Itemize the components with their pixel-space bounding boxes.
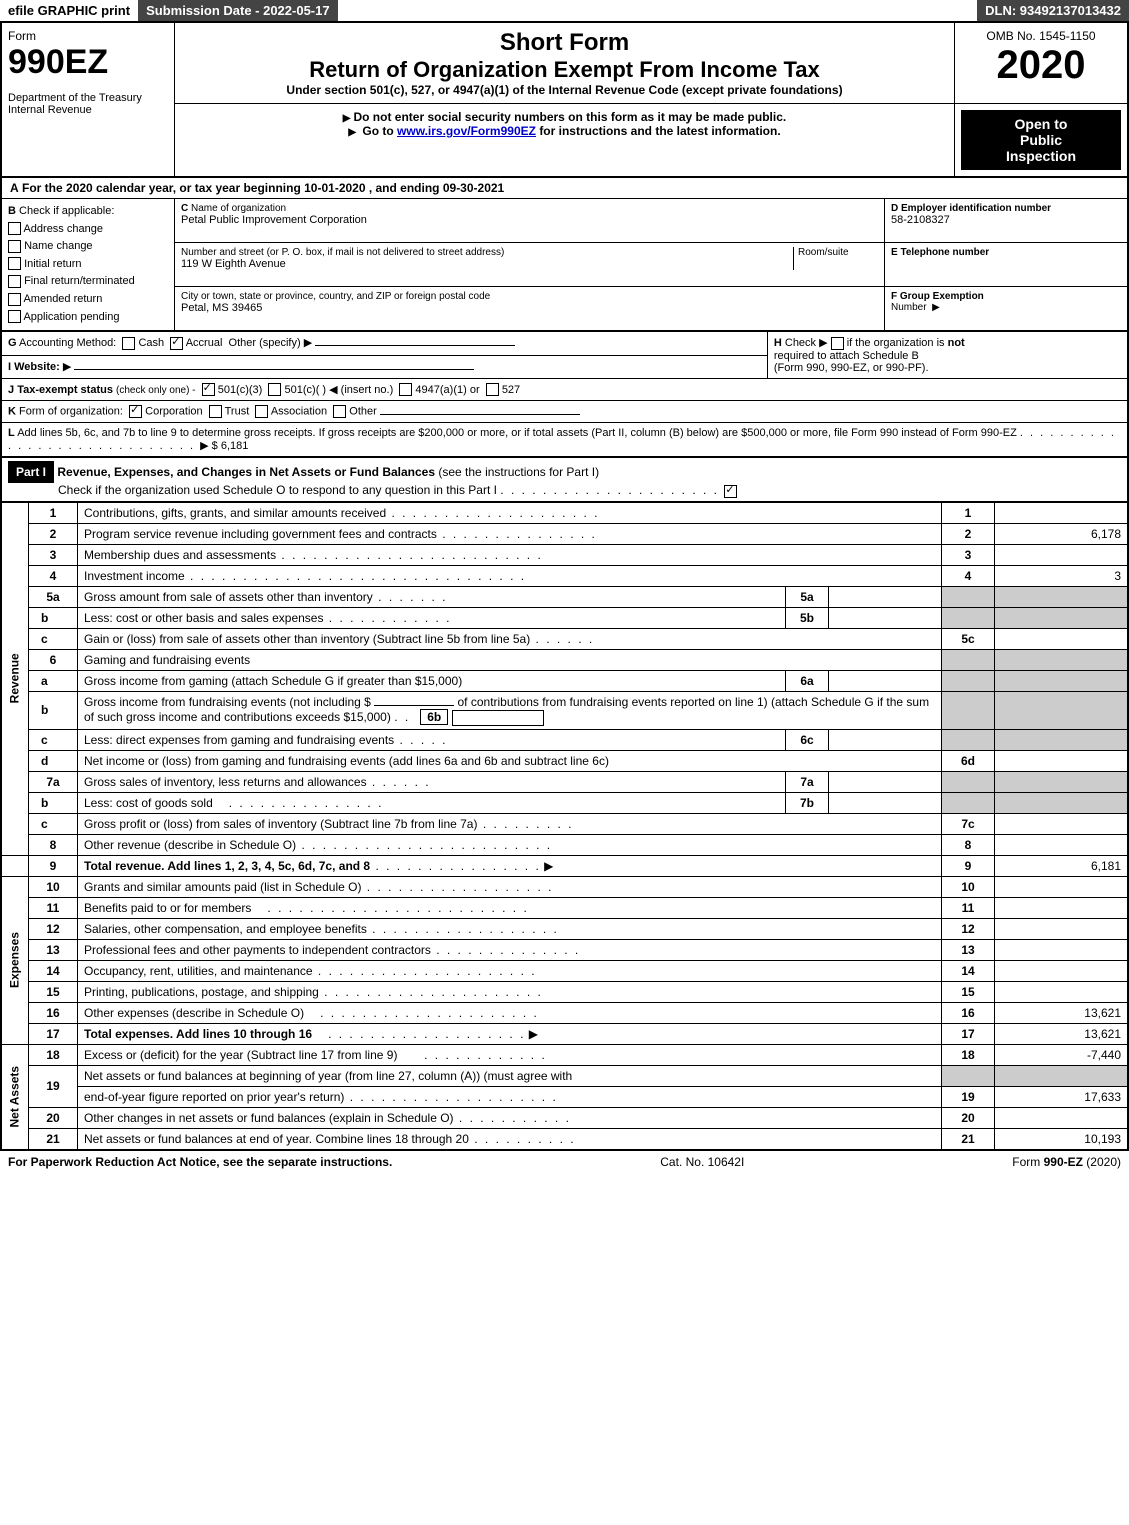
check-amended[interactable]	[8, 293, 21, 306]
check-4947[interactable]	[399, 383, 412, 396]
submission-date: Submission Date - 2022-05-17	[138, 0, 338, 21]
form-label: Form	[8, 29, 168, 43]
tax-year: 2020	[961, 43, 1121, 88]
check-corp[interactable]	[129, 405, 142, 418]
check-501c3[interactable]	[202, 383, 215, 396]
check-schedule-o[interactable]	[724, 485, 737, 498]
short-form-title: Short Form	[181, 29, 948, 57]
form-number: 990EZ	[8, 43, 168, 82]
open-inspection: Open to Public Inspection	[961, 110, 1121, 170]
check-final[interactable]	[8, 275, 21, 288]
cat-no: Cat. No. 10642I	[660, 1155, 744, 1169]
form-ref: Form 990-EZ (2020)	[1012, 1155, 1121, 1169]
check-trust[interactable]	[209, 405, 222, 418]
org-name: Petal Public Improvement Corporation	[181, 214, 878, 226]
city-state-zip: Petal, MS 39465	[181, 302, 878, 314]
amount-17: 13,621	[995, 1023, 1129, 1044]
check-cash[interactable]	[122, 337, 135, 350]
amount-4: 3	[995, 565, 1129, 586]
dln: DLN: 93492137013432	[977, 0, 1129, 21]
lines-table: Revenue 1 Contributions, gifts, grants, …	[0, 501, 1129, 1151]
revenue-sidebar: Revenue	[1, 502, 29, 855]
dept-irs: Internal Revenue	[8, 104, 168, 116]
subtitle: Under section 501(c), 527, or 4947(a)(1)…	[181, 83, 948, 97]
section-a-period: A For the 2020 calendar year, or tax yea…	[0, 178, 1129, 198]
goto-instruction: Go to www.irs.gov/Form990EZ for instruct…	[181, 124, 948, 138]
website-field[interactable]	[74, 369, 474, 370]
irs-link[interactable]: www.irs.gov/Form990EZ	[397, 124, 536, 138]
part-1-title: Revenue, Expenses, and Changes in Net As…	[57, 465, 435, 479]
check-assoc[interactable]	[255, 405, 268, 418]
check-501c[interactable]	[268, 383, 281, 396]
check-other-org[interactable]	[333, 405, 346, 418]
check-527[interactable]	[486, 383, 499, 396]
expenses-sidebar: Expenses	[1, 876, 29, 1044]
amount-9: 6,181	[995, 855, 1129, 876]
check-name[interactable]	[8, 240, 21, 253]
paperwork-notice: For Paperwork Reduction Act Notice, see …	[8, 1155, 392, 1169]
check-pending[interactable]	[8, 310, 21, 323]
form-header: Form 990EZ Department of the Treasury In…	[0, 21, 1129, 178]
omb-number: OMB No. 1545-1150	[961, 29, 1121, 43]
street-address: 119 W Eighth Avenue	[181, 258, 793, 270]
dept-treasury: Department of the Treasury	[8, 92, 168, 104]
amount-21: 10,193	[995, 1128, 1129, 1150]
amount-18: -7,440	[995, 1044, 1129, 1065]
amount-19: 17,633	[995, 1086, 1129, 1107]
box-b: B Check if applicable: Address change Na…	[8, 203, 168, 326]
check-address[interactable]	[8, 222, 21, 235]
return-title: Return of Organization Exempt From Incom…	[181, 57, 948, 83]
netassets-sidebar: Net Assets	[1, 1044, 29, 1150]
line-l-text: Add lines 5b, 6c, and 7b to line 9 to de…	[17, 427, 1017, 439]
top-bar: efile GRAPHIC print Submission Date - 20…	[0, 0, 1129, 21]
amount-2: 6,178	[995, 523, 1129, 544]
amount-3	[995, 544, 1129, 565]
efile-label: efile GRAPHIC print	[0, 0, 138, 21]
ein: 58-2108327	[891, 214, 1121, 226]
gross-receipts: $ 6,181	[212, 440, 249, 452]
part-1-label: Part I	[8, 461, 54, 483]
amount-16: 13,621	[995, 1002, 1129, 1023]
check-initial[interactable]	[8, 257, 21, 270]
info-table: B Check if applicable: Address change Na…	[0, 198, 1129, 331]
footer: For Paperwork Reduction Act Notice, see …	[0, 1151, 1129, 1173]
check-h[interactable]	[831, 337, 844, 350]
amount-1	[995, 502, 1129, 524]
check-accrual[interactable]	[170, 337, 183, 350]
ssn-warning: Do not enter social security numbers on …	[181, 110, 948, 124]
ghijkl-table: G Accounting Method: Cash Accrual Other …	[0, 331, 1129, 457]
other-specify[interactable]	[315, 345, 515, 346]
